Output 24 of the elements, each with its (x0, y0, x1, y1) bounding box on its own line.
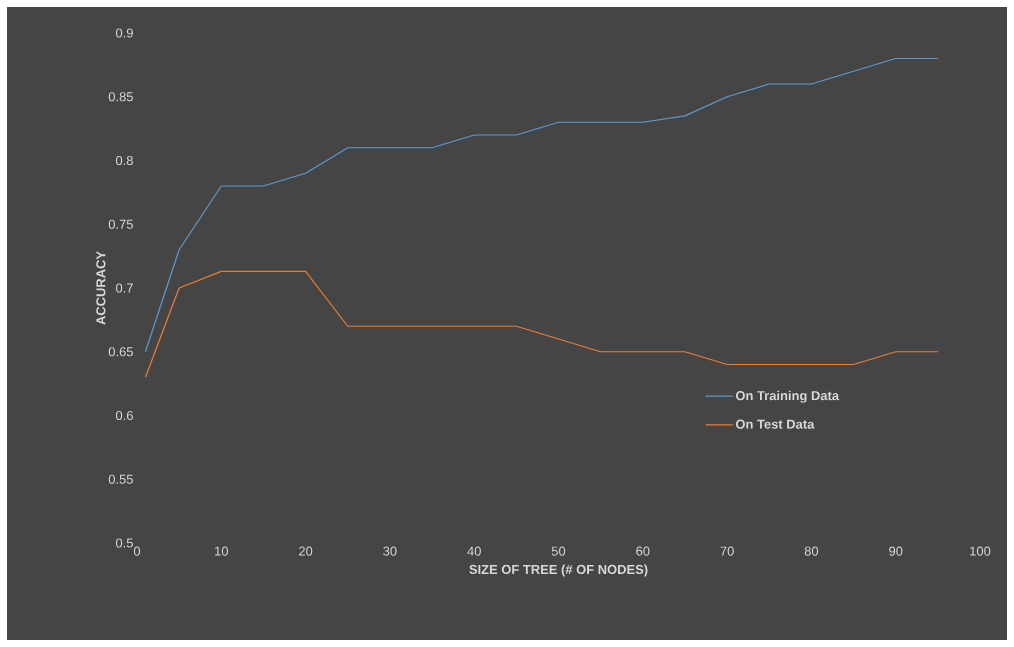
legend-label: On Training Data (735, 390, 840, 403)
y-axis-title: ACCURACY (96, 251, 106, 325)
x-tick-label: 90 (889, 546, 903, 556)
x-axis-title: SIZE OF TREE (# OF NODES) (469, 564, 648, 577)
x-tick-label: 20 (299, 546, 313, 556)
x-tick-label: 60 (636, 546, 650, 556)
x-tick-label: 40 (467, 546, 481, 556)
x-tick-label: 50 (551, 546, 566, 556)
y-tick-label: 0.6 (115, 410, 133, 421)
y-tick-label: 0.9 (115, 28, 133, 38)
x-tick-label: 0 (133, 546, 141, 556)
y-tick-label: 0.65 (108, 347, 133, 357)
y-tick-label: 0.5 (115, 538, 133, 548)
y-tick-label: 0.8 (115, 155, 133, 166)
x-tick-label: 100 (970, 546, 991, 556)
y-tick-label: 0.55 (108, 474, 133, 484)
y-tick-label: 0.7 (115, 283, 133, 293)
x-tick-label: 10 (215, 546, 228, 556)
y-tick-label: 0.85 (108, 92, 133, 102)
x-tick-label: 30 (383, 546, 397, 556)
x-tick-label: 80 (804, 546, 819, 556)
x-tick-label: 70 (720, 546, 734, 556)
y-tick-label: 0.75 (108, 219, 133, 229)
legend-label: On Test Data (735, 419, 815, 429)
